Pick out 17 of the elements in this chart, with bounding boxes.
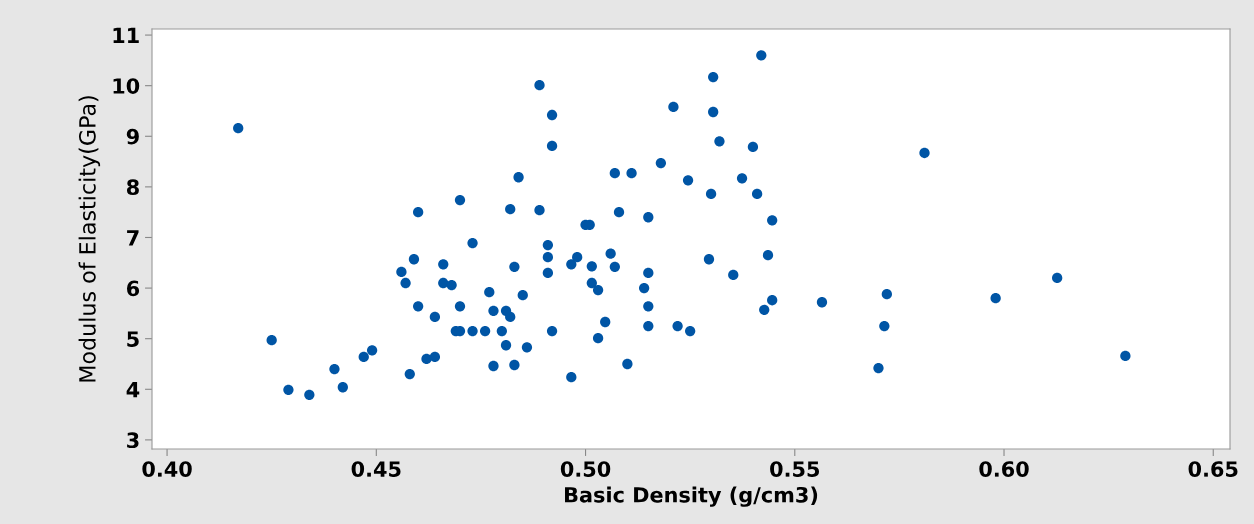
y-tick-label: 9 <box>126 128 139 145</box>
y-tick-label: 3 <box>127 432 139 449</box>
x-tick-label: 0.60 <box>979 461 1029 477</box>
y-tick-label: 5 <box>127 331 139 347</box>
x-tick-label: 0.65 <box>1188 461 1238 477</box>
y-tick-label: 8 <box>126 179 139 196</box>
y-tick-label: 11 <box>113 27 139 43</box>
y-tick-label: 4 <box>126 382 140 398</box>
y-tick-label: 10 <box>113 78 140 94</box>
x-tick-label: 0.40 <box>142 461 192 477</box>
x-axis-title: Basic Density (g/cm3) <box>565 486 818 507</box>
x-tick-label: 0.55 <box>770 461 820 477</box>
x-tick-label: 0.45 <box>351 461 401 477</box>
x-tick-label: 0.50 <box>560 461 611 477</box>
y-tick-label: 6 <box>126 280 140 297</box>
y-tick-label: 7 <box>127 230 139 246</box>
y-axis-title: Modulus of Elasticity(GPa) <box>78 96 101 382</box>
